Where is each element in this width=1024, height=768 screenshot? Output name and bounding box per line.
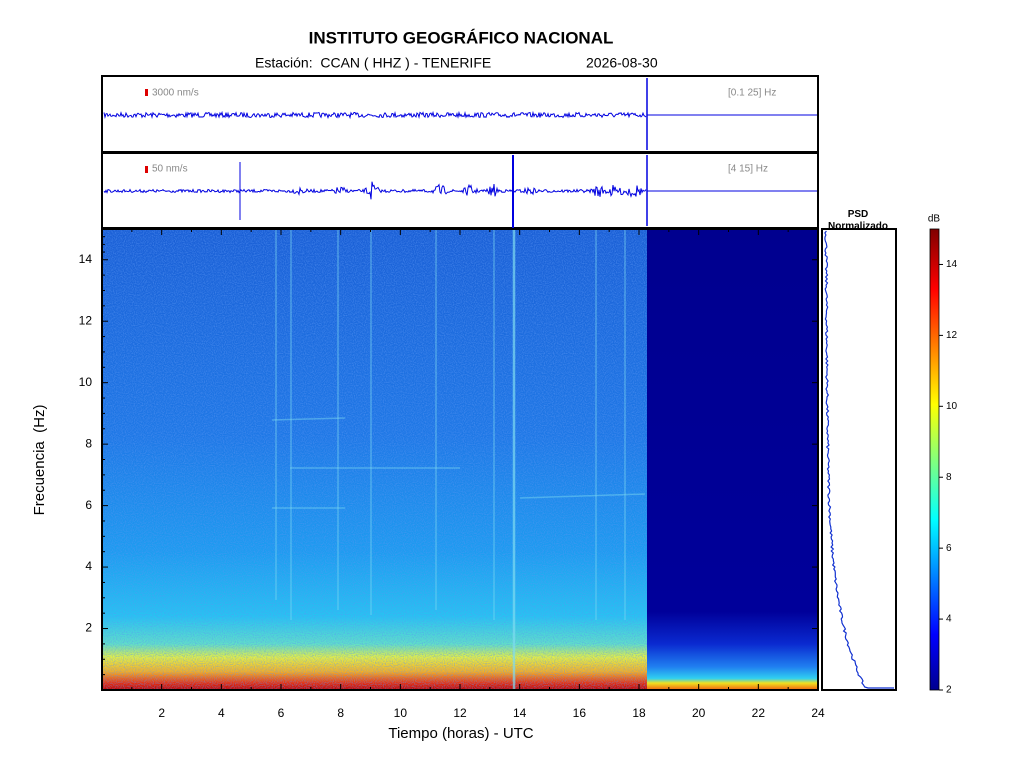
spectral-events [271,229,646,690]
x-tick-label: 22 [752,706,766,720]
y-axis-label: Frecuencia (Hz) [31,405,48,516]
trace [103,181,647,200]
colorbar-tick-label: 2 [946,685,952,696]
x-tick-label: 20 [692,706,706,720]
x-tick-label: 12 [453,706,467,720]
psd-curve [824,230,894,689]
x-tick-label: 4 [218,706,225,720]
trace-scale: 3000 nm/s [152,88,199,99]
x-tick-label: 14 [513,706,527,720]
y-tick-label: 6 [85,498,92,512]
trace [103,110,647,120]
psd-panel [821,228,897,691]
x-tick-label: 18 [632,706,646,720]
x-axis-label: Tiempo (horas) - UTC [388,725,533,742]
colorbar-tick-label: 6 [946,543,952,554]
y-tick-label: 10 [79,375,93,389]
trace-band: [0.1 25] Hz [728,88,776,99]
colorbar-tick-label: 4 [946,614,952,625]
psd-title: PSD Normalizado [828,209,888,232]
spectrogram-empty [647,229,818,690]
y-tick-label: 2 [85,621,92,635]
y-tick-label: 14 [79,252,93,266]
traces [103,78,817,228]
scale-bar [145,166,148,173]
colorbar-label: dB [928,214,941,225]
y-tick-label: 4 [85,559,92,573]
date-label: 2026-08-30 [586,55,658,71]
colorbar-tick-label: 12 [946,330,958,341]
spectrogram-noise [102,229,647,690]
x-tick-label: 16 [573,706,587,720]
colorbar-tick-label: 14 [946,259,958,270]
x-tick-label: 24 [811,706,825,720]
x-tick-label: 10 [394,706,408,720]
station-label: Estación: CCAN ( HHZ ) - TENERIFE [255,55,491,71]
x-tick-label: 8 [337,706,344,720]
y-tick-label: 8 [85,436,92,450]
colorbar-tick-label: 8 [946,472,952,483]
x-tick-label: 6 [278,706,285,720]
trace-band: [4 15] Hz [728,164,768,175]
chart-title: INSTITUTO GEOGRÁFICO NACIONAL [309,28,614,47]
x-tick-label: 2 [158,706,165,720]
colorbar-tick-label: 10 [946,401,958,412]
y-tick-label: 12 [79,313,93,327]
scale-bar [145,89,148,96]
colorbar [929,228,940,691]
trace-scale: 50 nm/s [152,164,188,175]
